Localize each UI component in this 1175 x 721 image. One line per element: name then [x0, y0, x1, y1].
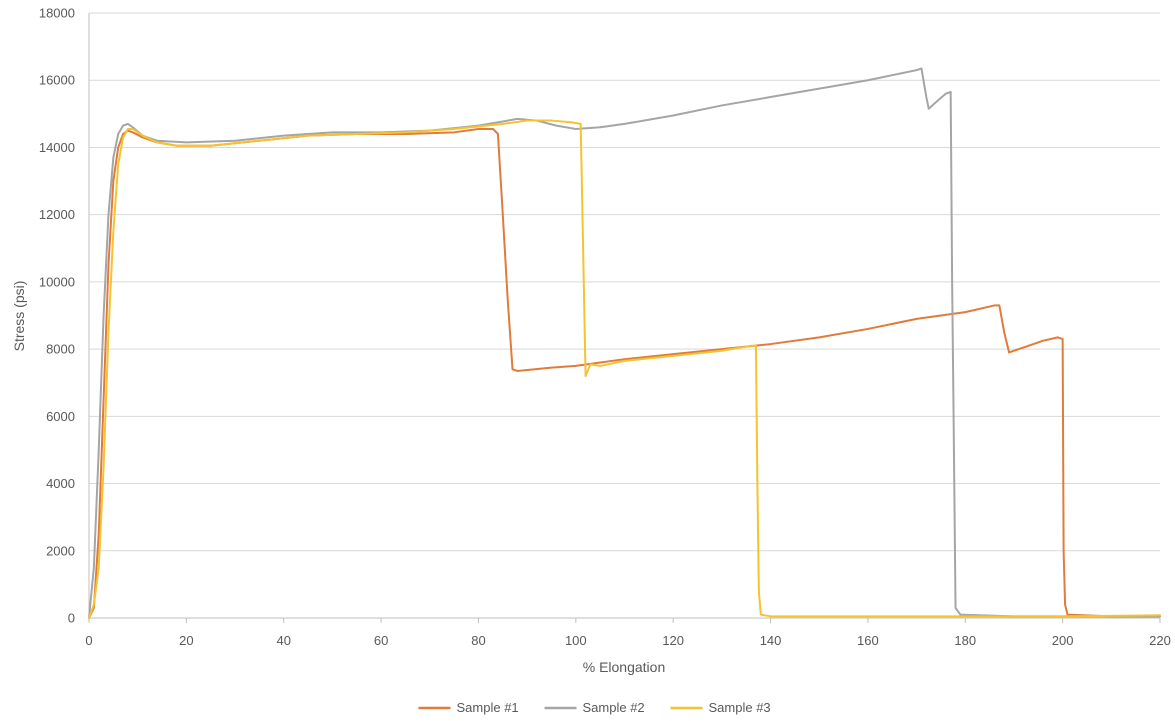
x-tick-label: 40 — [276, 633, 290, 648]
y-tick-label: 10000 — [39, 274, 75, 289]
x-tick-label: 100 — [565, 633, 587, 648]
series-line-3 — [88, 119, 1161, 619]
x-tick-label: 220 — [1149, 633, 1171, 648]
legend-label-2: Sample #2 — [583, 700, 645, 715]
x-axis-title: % Elongation — [583, 659, 666, 675]
y-tick-label: 6000 — [46, 409, 75, 424]
series-line-1 — [88, 127, 1161, 619]
x-tick-label: 20 — [179, 633, 193, 648]
y-tick-label: 2000 — [46, 543, 75, 558]
y-tick-label: 0 — [68, 611, 75, 626]
x-tick-label: 60 — [374, 633, 388, 648]
x-tick-label: 120 — [662, 633, 684, 648]
x-tick-label: 80 — [471, 633, 485, 648]
y-axis-title: Stress (psi) — [11, 281, 27, 352]
y-tick-label: 18000 — [39, 6, 75, 21]
x-tick-label: 160 — [857, 633, 879, 648]
x-tick-label: 200 — [1052, 633, 1074, 648]
series — [88, 67, 1161, 619]
grid — [89, 12, 1160, 552]
x-tick-label: 180 — [954, 633, 976, 648]
legend-label-3: Sample #3 — [709, 700, 771, 715]
y-tick-label: 14000 — [39, 140, 75, 155]
series-line-2 — [88, 67, 1161, 619]
x-tick-label: 140 — [760, 633, 782, 648]
legend: Sample #1 Sample #2 Sample #3 — [418, 700, 771, 715]
y-tick-label: 8000 — [46, 342, 75, 357]
y-tick-label: 4000 — [46, 476, 75, 491]
y-tick-label: 12000 — [39, 207, 75, 222]
legend-label-1: Sample #1 — [457, 700, 519, 715]
y-tick-label: 16000 — [39, 73, 75, 88]
axes: 0200040006000800010000120001400016000180… — [39, 6, 1171, 649]
x-tick-label: 0 — [85, 633, 92, 648]
